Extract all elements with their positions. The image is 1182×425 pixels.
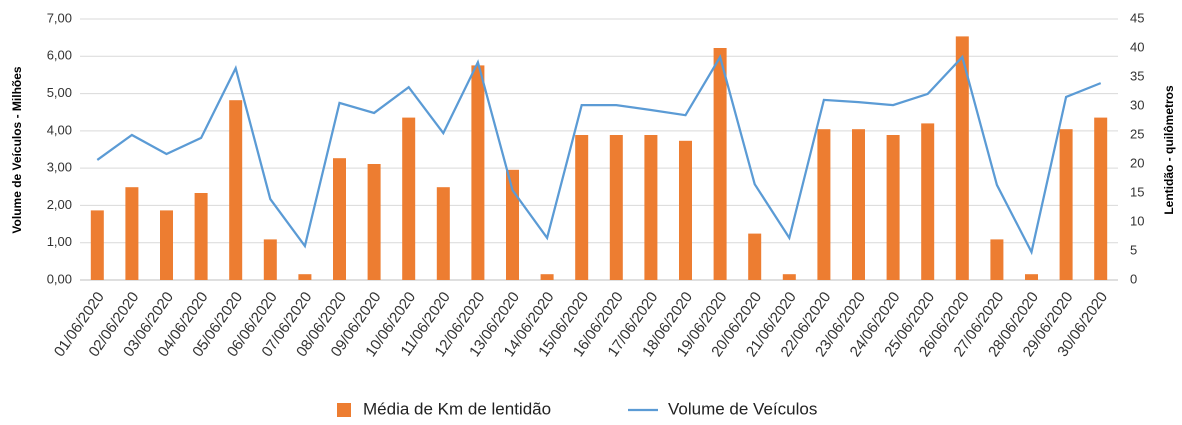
y2-tick-label: 45: [1130, 10, 1144, 25]
bar: [990, 239, 1004, 280]
y2-tick-label: 0: [1130, 271, 1137, 286]
y2-tick-label: 10: [1130, 213, 1144, 228]
bar: [575, 135, 589, 280]
y2-tick-label: 20: [1130, 155, 1144, 170]
y2-tick-label: 5: [1130, 242, 1137, 257]
y-tick-label: 2,00: [47, 197, 72, 212]
bar: [540, 274, 554, 280]
y-tick-label: 7,00: [47, 10, 72, 25]
line: [96, 54, 1102, 256]
bar: [402, 117, 416, 280]
y2-axis-title: Lentidão - quilômetros: [1162, 85, 1176, 215]
y-tick-label: 1,00: [47, 234, 72, 249]
bar: [1025, 274, 1038, 280]
y-tick-label: 5,00: [47, 85, 72, 100]
y2-tick-label: 30: [1130, 97, 1144, 112]
y2-tick-label: 40: [1130, 39, 1144, 54]
bar: [471, 65, 485, 281]
bar: [436, 187, 450, 280]
bar: [955, 36, 969, 281]
bar: [90, 210, 104, 280]
bar: [644, 135, 658, 280]
y2-tick-label: 25: [1130, 126, 1144, 141]
bar: [229, 100, 243, 280]
bar: [817, 129, 831, 280]
bar: [125, 187, 139, 280]
bar: [298, 274, 312, 280]
bar: [713, 48, 727, 280]
bar: [609, 135, 623, 280]
bar: [921, 123, 935, 281]
bar: [1094, 117, 1108, 280]
y-tick-label: 0,00: [47, 271, 72, 286]
bar: [160, 210, 173, 280]
y-tick-label: 3,00: [47, 160, 72, 175]
y2-tick-label: 35: [1130, 68, 1144, 83]
legend-swatch: [337, 403, 351, 417]
y-tick-label: 6,00: [47, 48, 72, 63]
bar: [367, 164, 381, 280]
bar: [886, 135, 900, 280]
y-tick-label: 4,00: [47, 122, 72, 137]
y2-tick-label: 15: [1130, 184, 1144, 199]
bar: [852, 129, 865, 280]
bar: [748, 233, 762, 280]
bar: [506, 169, 519, 280]
bar: [333, 158, 346, 280]
bar: [679, 140, 692, 280]
bar: [194, 193, 208, 280]
bar: [782, 274, 796, 280]
bar: [263, 239, 277, 280]
bar: [1059, 129, 1073, 280]
legend-label: Volume de Veículos: [668, 399, 817, 418]
legend-label: Média de Km de lentidão: [363, 399, 551, 418]
y-axis-title: Volume de Veículos - Milhões: [10, 66, 24, 233]
